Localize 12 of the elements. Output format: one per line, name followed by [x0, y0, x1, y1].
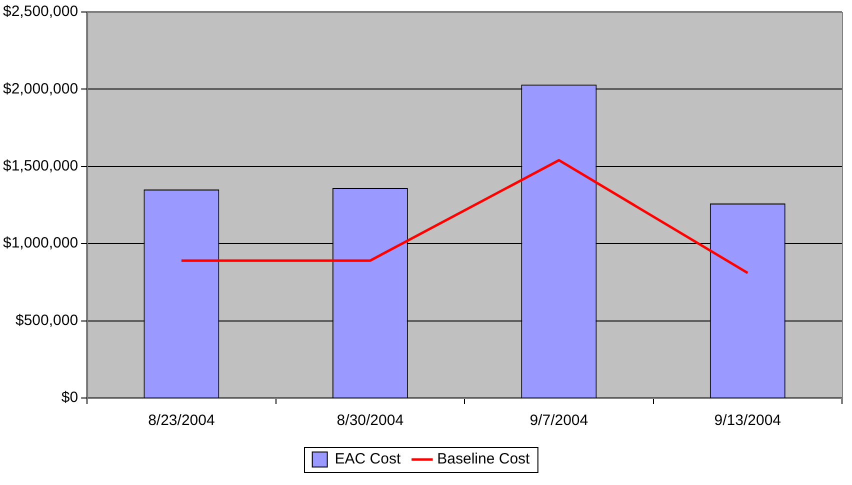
y-tick-label: $0 [61, 389, 78, 406]
y-tick-label: $2,000,000 [2, 80, 78, 98]
x-tick-label: 8/23/2004 [148, 412, 215, 430]
y-tick-label: $500,000 [15, 312, 78, 329]
y-tick-label: $1,000,000 [2, 234, 78, 252]
y-tick-label: $1,500,000 [2, 158, 78, 175]
x-tick-label: 8/30/2004 [336, 412, 404, 430]
x-tick-label: 9/7/2004 [530, 412, 588, 430]
legend-label: EAC Cost [334, 450, 402, 468]
legend-label: Baseline Cost [437, 450, 531, 468]
y-tick-label: $2,500,000 [2, 3, 78, 20]
x-tick-label: 9/13/2004 [714, 412, 781, 430]
